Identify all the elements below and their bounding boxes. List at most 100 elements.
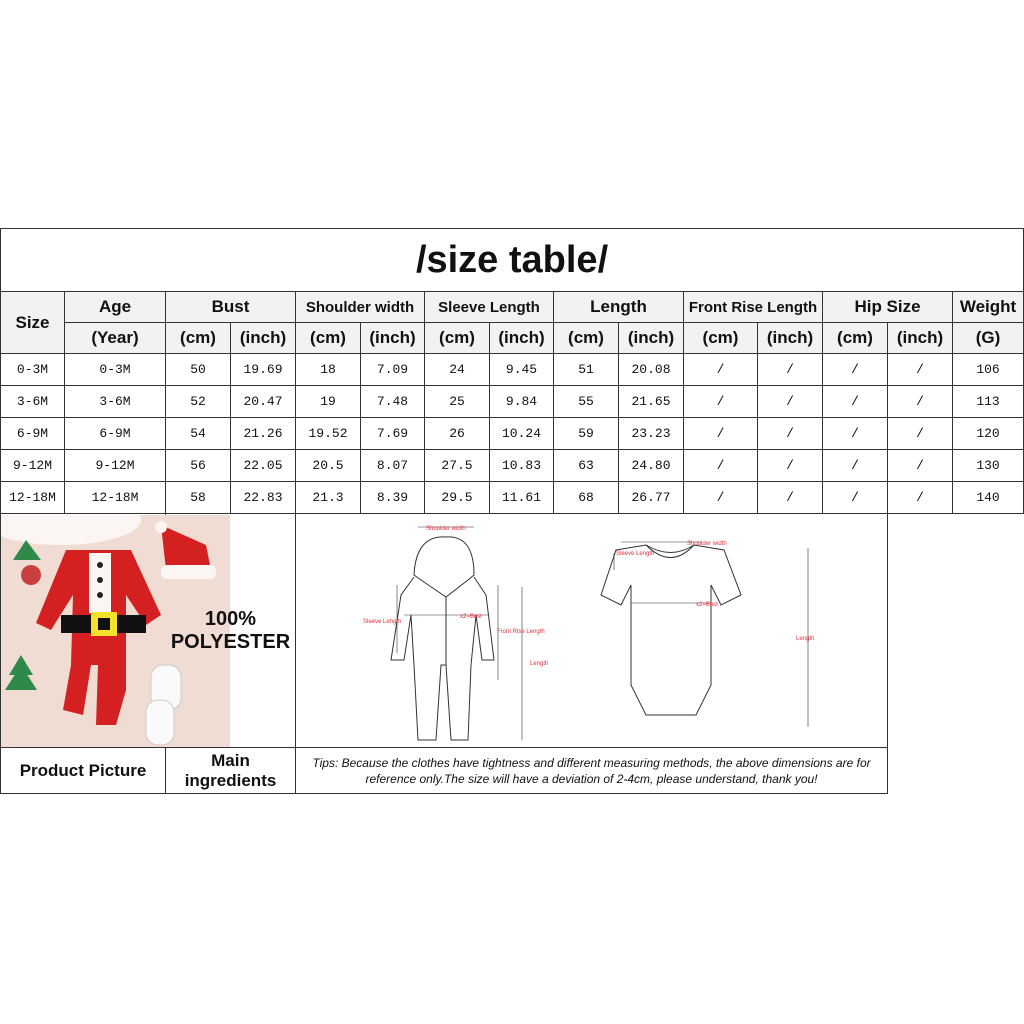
label-shoulder-width-romper: Shoulder width [426,526,466,532]
table-cell: 140 [951,481,1024,514]
table-cell: 21.3 [295,481,361,514]
unit-cm: (cm) [822,322,888,354]
table-cell: / [757,481,823,514]
table-cell: / [822,353,888,386]
table-cell: 7.09 [360,353,425,386]
header-weight: Weight [951,291,1024,323]
table-cell: 12-18M [0,481,65,514]
table-cell: 6-9M [0,417,65,450]
main-ingredients-label: Main ingredients [165,747,296,794]
unit-cm: (cm) [553,322,619,354]
unit-cm: (cm) [424,322,490,354]
table-cell: 10.24 [489,417,554,450]
label-bust-bodysuit: x2=Bust [696,602,718,608]
table-cell: 113 [951,385,1024,418]
table-cell: 120 [951,417,1024,450]
table-cell: 12-18M [64,481,166,514]
table-cell: 19.52 [295,417,361,450]
table-cell: / [822,385,888,418]
table-cell: 130 [951,449,1024,482]
unit-inch: (inch) [360,322,425,354]
table-row: 9-12M 9-12M 56 22.05 20.5 8.07 27.5 10.83 63 24.8… [0,449,1024,482]
unit-inch: (inch) [757,322,823,354]
table-cell: 9.84 [489,385,554,418]
header-size: Size [0,291,65,354]
table-cell: 9.45 [489,353,554,386]
tips-text: Tips: Because the clothes have tightness… [295,747,888,794]
table-cell: / [757,385,823,418]
table-cell: 25 [424,385,490,418]
label-shoulder-width-bodysuit: Shoulder width [687,541,727,547]
table-cell: 9-12M [64,449,166,482]
table-cell: 63 [553,449,619,482]
table-cell: / [757,449,823,482]
table-cell: 10.83 [489,449,554,482]
unit-cm: (cm) [295,322,361,354]
label-length-bodysuit: Length [796,636,814,642]
table-row: 0-3M 0-3M 50 19.69 18 7.09 24 9.45 51 20.08// //10… [0,353,1024,386]
size-table: /size table/ Size Age Bust Shoulder widt… [0,228,1024,794]
table-cell: 56 [165,449,231,482]
label-bust-romper: x2=Bust [460,614,482,620]
table-cell: 27.5 [424,449,490,482]
header-bust: Bust [165,291,296,323]
table-cell: / [887,353,953,386]
table-cell: 19 [295,385,361,418]
table-cell: / [683,385,758,418]
table-cell: 8.07 [360,449,425,482]
table-cell: 54 [165,417,231,450]
table-cell: 106 [951,353,1024,386]
unit-gram: (G) [951,322,1024,354]
table-cell: 24 [424,353,490,386]
label-sleeve-length-bodysuit: Sleeve Length [616,551,654,557]
table-cell: 58 [165,481,231,514]
unit-inch: (inch) [489,322,554,354]
table-cell: / [887,385,953,418]
table-cell: 3-6M [64,385,166,418]
product-picture-label: Product Picture [0,747,166,794]
table-cell: 8.39 [360,481,425,514]
table-cell: 51 [553,353,619,386]
table-cell: 20.5 [295,449,361,482]
unit-year: (Year) [64,322,166,354]
table-row: 3-6M 3-6M 52 20.47 19 7.48 25 9.84 55 21.65// //11… [0,385,1024,418]
unit-inch: (inch) [618,322,684,354]
table-cell: 20.08 [618,353,684,386]
table-cell: 0-3M [64,353,166,386]
table-cell: 20.47 [230,385,296,418]
table-cell: / [683,449,758,482]
table-cell: 7.48 [360,385,425,418]
table-cell: 55 [553,385,619,418]
label-sleeve-length-romper: Sleeve Length [363,619,401,625]
table-row: 12-18M 12-18M 58 22.83 21.3 8.39 29.5 11.61 68 26… [0,481,1024,514]
header-sleeve-length: Sleeve Length [424,291,554,323]
table-cell: 24.80 [618,449,684,482]
header-hip-size: Hip Size [822,291,953,323]
table-cell: / [683,417,758,450]
product-picture [0,513,230,748]
table-cell: 52 [165,385,231,418]
table-cell: 19.69 [230,353,296,386]
unit-cm: (cm) [683,322,758,354]
table-cell: / [683,481,758,514]
table-cell: 26.77 [618,481,684,514]
table-cell: / [887,481,953,514]
unit-inch: (inch) [230,322,296,354]
table-row: 6-9M 6-9M 54 21.26 19.52 7.69 26 10.24 59 23.23//… [0,417,1024,450]
table-cell: 3-6M [0,385,65,418]
size-table-container: /size table/ Size Age Bust Shoulder widt… [0,228,1024,794]
table-cell: 9-12M [0,449,65,482]
header-age: Age [64,291,166,323]
label-length-romper: Length [530,661,548,667]
header-shoulder-width: Shoulder width [295,291,425,323]
table-cell: / [757,417,823,450]
table-cell: / [887,449,953,482]
table-cell: 26 [424,417,490,450]
table-cell: / [757,353,823,386]
measurement-diagram: Shoulder width Sleeve Length x2=Bust Fro… [295,513,888,748]
table-title: /size table/ [0,228,1024,292]
table-cell: / [683,353,758,386]
table-cell: 0-3M [0,353,65,386]
table-cell: 23.23 [618,417,684,450]
measurement-diagram-svg: Shoulder width Sleeve Length x2=Bust Fro… [363,526,814,740]
